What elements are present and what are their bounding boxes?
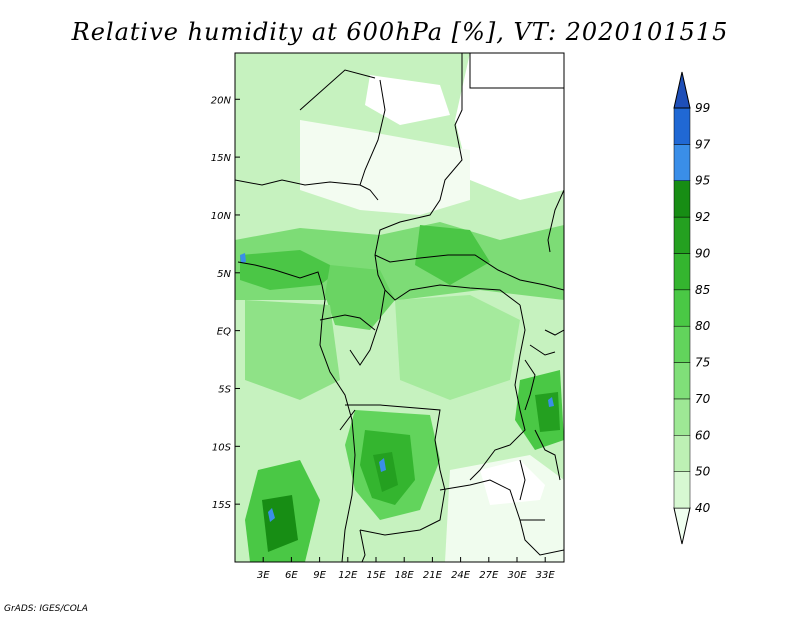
colorbar-legend: 40 50 60 70 75 80 85 90 92 95 97 99	[673, 71, 711, 545]
x-tick-label: 18E	[395, 570, 415, 581]
map-title: Relative humidity at 600hPa [%], VT: 202…	[71, 18, 729, 46]
latitude-axis: 20N 15N 10N 5N EQ 5S 10S 15S	[211, 95, 240, 511]
x-tick-label: 15E	[366, 570, 386, 581]
x-tick-label: 33E	[536, 570, 556, 581]
colorbar-label: 92	[695, 210, 710, 224]
y-tick-label: 5N	[217, 269, 231, 280]
x-tick-label: 12E	[338, 570, 358, 581]
colorbar-lower-arrow	[673, 507, 691, 545]
colorbar-segment	[673, 253, 691, 291]
colorbar-label: 75	[695, 356, 710, 370]
colorbar-segment	[673, 289, 691, 327]
y-tick-label: 5S	[218, 384, 231, 395]
boundary-lines	[235, 53, 564, 562]
colorbar-label: 85	[695, 283, 710, 297]
colorbar-segment	[673, 362, 691, 400]
x-tick-label: 21E	[423, 570, 443, 581]
humidity-field	[235, 53, 564, 562]
colorbar-segment	[673, 325, 691, 363]
map-frame	[234, 52, 565, 563]
colorbar-upper-arrow	[673, 71, 691, 109]
y-tick-label: 10N	[211, 211, 232, 222]
longitude-axis: 3E 6E 9E 12E 15E 18E 21E 24E 27E 30E 33E	[257, 557, 556, 581]
y-tick-label: 15S	[212, 500, 232, 511]
colorbar-segment	[673, 180, 691, 218]
colorbar-label: 70	[695, 392, 711, 406]
x-tick-label: 9E	[313, 570, 326, 581]
colorbar-label: 90	[695, 246, 711, 260]
x-tick-label: 30E	[507, 570, 527, 581]
colorbar-segment	[673, 435, 691, 472]
colorbar-label: 95	[695, 174, 710, 188]
y-tick-label: EQ	[217, 327, 231, 338]
colorbar-segment	[673, 107, 691, 145]
colorbar-label: 60	[695, 428, 711, 442]
colorbar-segment	[673, 398, 691, 436]
grads-credit: GrADS: IGES/COLA	[4, 604, 88, 614]
x-tick-label: 24E	[451, 570, 471, 581]
colorbar-label: 99	[695, 101, 710, 115]
colorbar-label: 40	[695, 501, 711, 515]
colorbar-label: 50	[695, 465, 711, 479]
colorbar-segment	[673, 144, 691, 181]
x-tick-label: 27E	[479, 570, 499, 581]
colorbar-segment	[673, 216, 691, 254]
y-tick-label: 10S	[212, 442, 232, 453]
x-tick-label: 6E	[285, 570, 298, 581]
y-tick-label: 15N	[211, 153, 232, 164]
colorbar-segment	[673, 471, 691, 509]
colorbar-label: 97	[695, 137, 711, 151]
x-tick-label: 3E	[257, 570, 270, 581]
colorbar-label: 80	[695, 319, 711, 333]
y-tick-label: 20N	[211, 95, 232, 106]
